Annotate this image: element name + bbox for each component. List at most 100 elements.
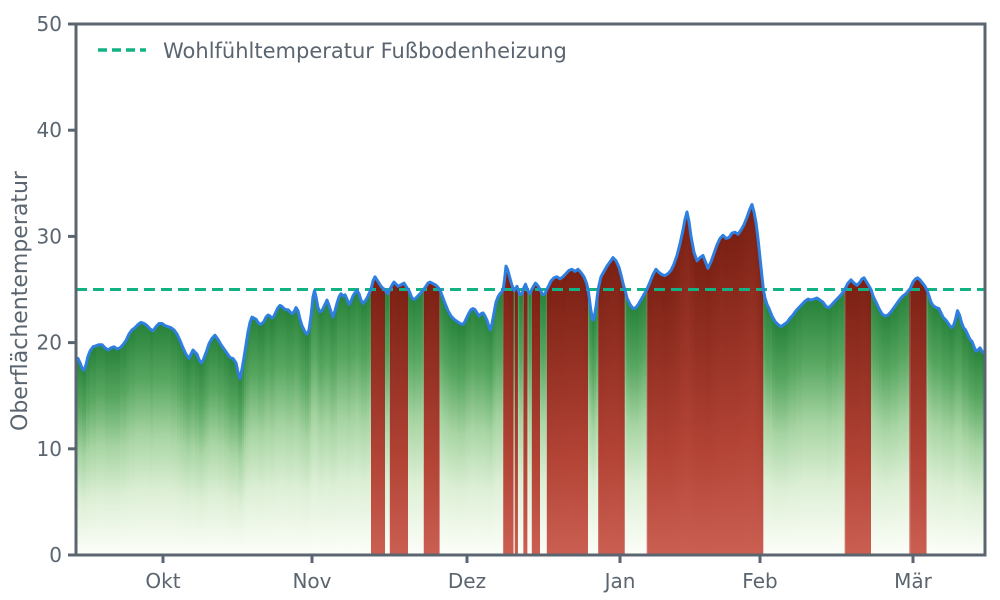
exceed-threshold-fill — [705, 261, 708, 555]
exceed-threshold-fill — [392, 282, 394, 555]
below-threshold-fill — [288, 309, 290, 555]
y-axis-label: Oberflächentemperatur — [8, 170, 33, 431]
below-threshold-fill — [871, 289, 873, 555]
below-threshold-fill — [528, 291, 530, 555]
below-threshold-fill — [421, 290, 423, 555]
below-threshold-fill — [448, 310, 451, 555]
exceed-threshold-fill — [504, 266, 506, 555]
below-threshold-fill — [240, 369, 242, 555]
exceed-threshold-fill — [373, 276, 375, 555]
exceed-threshold-fill — [862, 277, 864, 555]
exceed-threshold-fill — [428, 282, 430, 555]
below-threshold-fill — [207, 343, 209, 555]
x-tick-label: Dez — [448, 569, 486, 593]
below-threshold-fill — [147, 325, 150, 555]
below-threshold-fill — [99, 344, 102, 555]
exceed-threshold-fill — [539, 288, 540, 555]
exceed-threshold-fill — [720, 235, 723, 555]
below-threshold-fill — [469, 309, 471, 555]
exceed-threshold-fill — [375, 276, 377, 555]
below-threshold-fill — [888, 311, 891, 555]
y-tick-label: 40 — [37, 118, 62, 142]
exceed-threshold-fill — [732, 232, 735, 556]
exceed-threshold-fill — [616, 260, 619, 555]
below-threshold-fill — [965, 329, 968, 555]
below-threshold-fill — [302, 325, 305, 555]
below-threshold-fill — [361, 300, 363, 555]
below-threshold-fill — [150, 328, 153, 555]
exceed-threshold-fill — [700, 255, 703, 556]
exceed-threshold-fill — [509, 274, 511, 555]
below-threshold-fill — [183, 347, 186, 555]
exceed-threshold-fill — [507, 269, 509, 555]
below-threshold-fill — [790, 314, 793, 555]
below-threshold-fill — [541, 291, 543, 555]
below-threshold-fill — [292, 311, 294, 555]
below-threshold-fill — [625, 290, 627, 555]
below-threshold-fill — [274, 311, 276, 555]
exceed-threshold-fill — [711, 253, 714, 555]
below-threshold-fill — [765, 297, 767, 555]
below-threshold-fill — [262, 321, 264, 555]
below-threshold-fill — [939, 308, 941, 555]
y-tick-label: 30 — [37, 224, 62, 248]
below-threshold-fill — [775, 321, 778, 555]
exceed-threshold-fill — [866, 281, 869, 555]
below-threshold-fill — [205, 350, 207, 555]
below-threshold-fill — [201, 360, 203, 555]
below-threshold-fill — [132, 327, 135, 555]
legend-label: Wohlfühltemperatur Fußbodenheizung — [163, 39, 567, 63]
exceed-threshold-fill — [581, 272, 584, 555]
below-threshold-fill — [900, 295, 903, 555]
below-threshold-fill — [165, 325, 168, 555]
below-threshold-fill — [193, 350, 195, 555]
exceed-threshold-fill — [697, 257, 700, 555]
below-threshold-fill — [882, 313, 885, 555]
below-threshold-fill — [96, 344, 99, 555]
exceed-threshold-fill — [523, 284, 526, 555]
below-threshold-fill — [135, 324, 138, 555]
below-threshold-fill — [365, 297, 367, 555]
exceed-threshold-fill — [436, 285, 438, 555]
below-threshold-fill — [78, 358, 80, 555]
exceed-threshold-fill — [691, 236, 694, 555]
below-threshold-fill — [260, 323, 262, 555]
below-threshold-fill — [314, 290, 316, 555]
below-threshold-fill — [199, 359, 201, 555]
below-threshold-fill — [290, 311, 292, 555]
below-threshold-fill — [254, 318, 256, 555]
below-threshold-fill — [498, 293, 500, 555]
below-threshold-fill — [946, 320, 949, 555]
exceed-threshold-fill — [426, 283, 428, 555]
exceed-threshold-fill — [406, 286, 408, 555]
below-threshold-fill — [195, 352, 197, 555]
below-threshold-fill — [177, 334, 180, 555]
below-threshold-fill — [955, 310, 958, 555]
exceed-threshold-fill — [758, 238, 760, 556]
below-threshold-fill — [280, 305, 282, 555]
below-threshold-fill — [305, 331, 307, 555]
below-threshold-fill — [347, 299, 349, 555]
below-threshold-fill — [296, 307, 298, 555]
below-threshold-fill — [367, 293, 369, 555]
below-threshold-fill — [970, 339, 972, 555]
below-threshold-fill — [266, 314, 268, 555]
y-tick-label: 0 — [49, 543, 62, 567]
below-threshold-fill — [477, 312, 479, 555]
exceed-threshold-fill — [910, 282, 913, 555]
below-threshold-fill — [473, 308, 475, 555]
exceed-threshold-fill — [685, 211, 687, 555]
exceed-threshold-fill — [432, 283, 434, 555]
below-threshold-fill — [891, 307, 894, 555]
below-threshold-fill — [227, 353, 230, 555]
below-threshold-fill — [105, 347, 108, 555]
below-threshold-fill — [778, 324, 781, 555]
exceed-threshold-fill — [549, 281, 551, 555]
below-threshold-fill — [341, 293, 343, 555]
below-threshold-fill — [826, 306, 829, 555]
below-threshold-fill — [485, 316, 487, 555]
below-threshold-fill — [298, 310, 300, 555]
below-threshold-fill — [244, 344, 246, 555]
below-threshold-fill — [419, 292, 421, 555]
exceed-threshold-fill — [601, 271, 604, 555]
